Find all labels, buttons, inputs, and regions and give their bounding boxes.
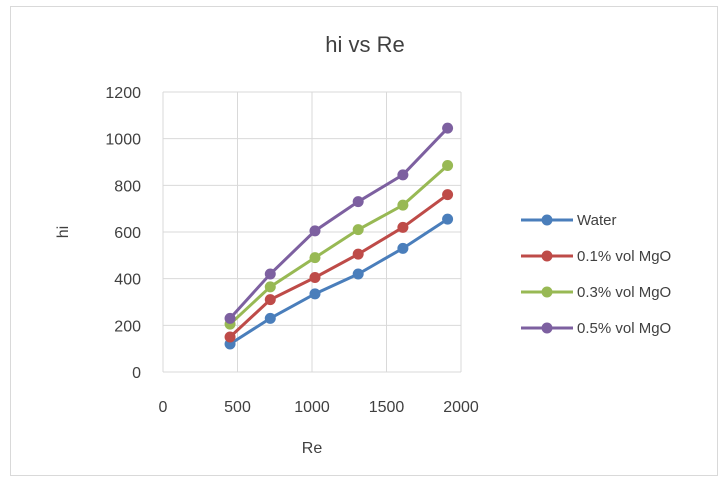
x-axis-label: Re — [302, 440, 323, 457]
legend-label: Water — [577, 212, 616, 229]
data-point — [442, 213, 454, 225]
y-tick-label: 400 — [114, 272, 141, 289]
legend-label: 0.1% vol MgO — [577, 248, 671, 265]
chart-title: hi vs Re — [325, 32, 404, 57]
data-point — [397, 199, 409, 211]
series-4 — [224, 122, 454, 324]
legend-marker — [541, 214, 553, 226]
y-tick-label: 600 — [114, 225, 141, 242]
legend-marker — [541, 250, 553, 262]
data-point — [352, 248, 364, 260]
series-1 — [224, 213, 454, 350]
data-point — [352, 196, 364, 208]
x-tick-label: 1000 — [294, 399, 330, 416]
data-point — [309, 288, 321, 300]
y-tick-label: 200 — [114, 318, 141, 335]
legend-item: Water — [521, 212, 616, 229]
series-line — [228, 127, 449, 320]
data-point — [264, 312, 276, 324]
x-tick-label: 0 — [159, 399, 168, 416]
chart-frame — [10, 6, 718, 476]
x-tick-label: 1500 — [369, 399, 405, 416]
data-point — [264, 281, 276, 293]
series-line — [229, 193, 449, 339]
x-tick-label: 500 — [224, 399, 251, 416]
legend-item: 0.5% vol MgO — [521, 320, 671, 337]
y-tick-label: 0 — [132, 365, 141, 382]
data-point — [309, 225, 321, 237]
data-point — [397, 242, 409, 254]
data-point — [442, 189, 454, 201]
series-lines — [224, 122, 454, 350]
data-point — [224, 312, 236, 324]
data-point — [442, 122, 454, 134]
data-point — [224, 331, 236, 343]
y-tick-label: 1200 — [105, 85, 141, 102]
legend-item: 0.1% vol MgO — [521, 248, 671, 265]
data-point — [352, 268, 364, 280]
x-tick-label: 2000 — [443, 399, 479, 416]
legend-marker — [541, 286, 553, 298]
data-point — [309, 272, 321, 283]
data-point — [397, 169, 409, 181]
data-point — [264, 268, 276, 280]
data-point — [352, 224, 364, 236]
y-tick-label: 800 — [114, 178, 141, 195]
series-2 — [224, 189, 454, 343]
series-line — [229, 217, 449, 346]
y-tick-label: 1000 — [105, 132, 141, 149]
series-line — [229, 164, 449, 326]
data-point — [264, 294, 276, 306]
legend: Water 0.1% vol MgO 0.3% vol MgO 0.5% vol Mg… — [521, 212, 671, 337]
legend-marker — [541, 322, 553, 334]
data-point — [442, 160, 454, 171]
axis-ticks: 0 200 400 600 800 1000 1200 0 500 1000 1500 2000 — [105, 85, 478, 416]
y-axis-label: hi — [55, 226, 72, 238]
legend-label: 0.5% vol MgO — [577, 320, 671, 337]
data-point — [309, 252, 321, 264]
legend-label: 0.3% vol MgO — [577, 284, 671, 301]
legend-item: 0.3% vol MgO — [521, 284, 671, 301]
data-point — [397, 221, 409, 233]
